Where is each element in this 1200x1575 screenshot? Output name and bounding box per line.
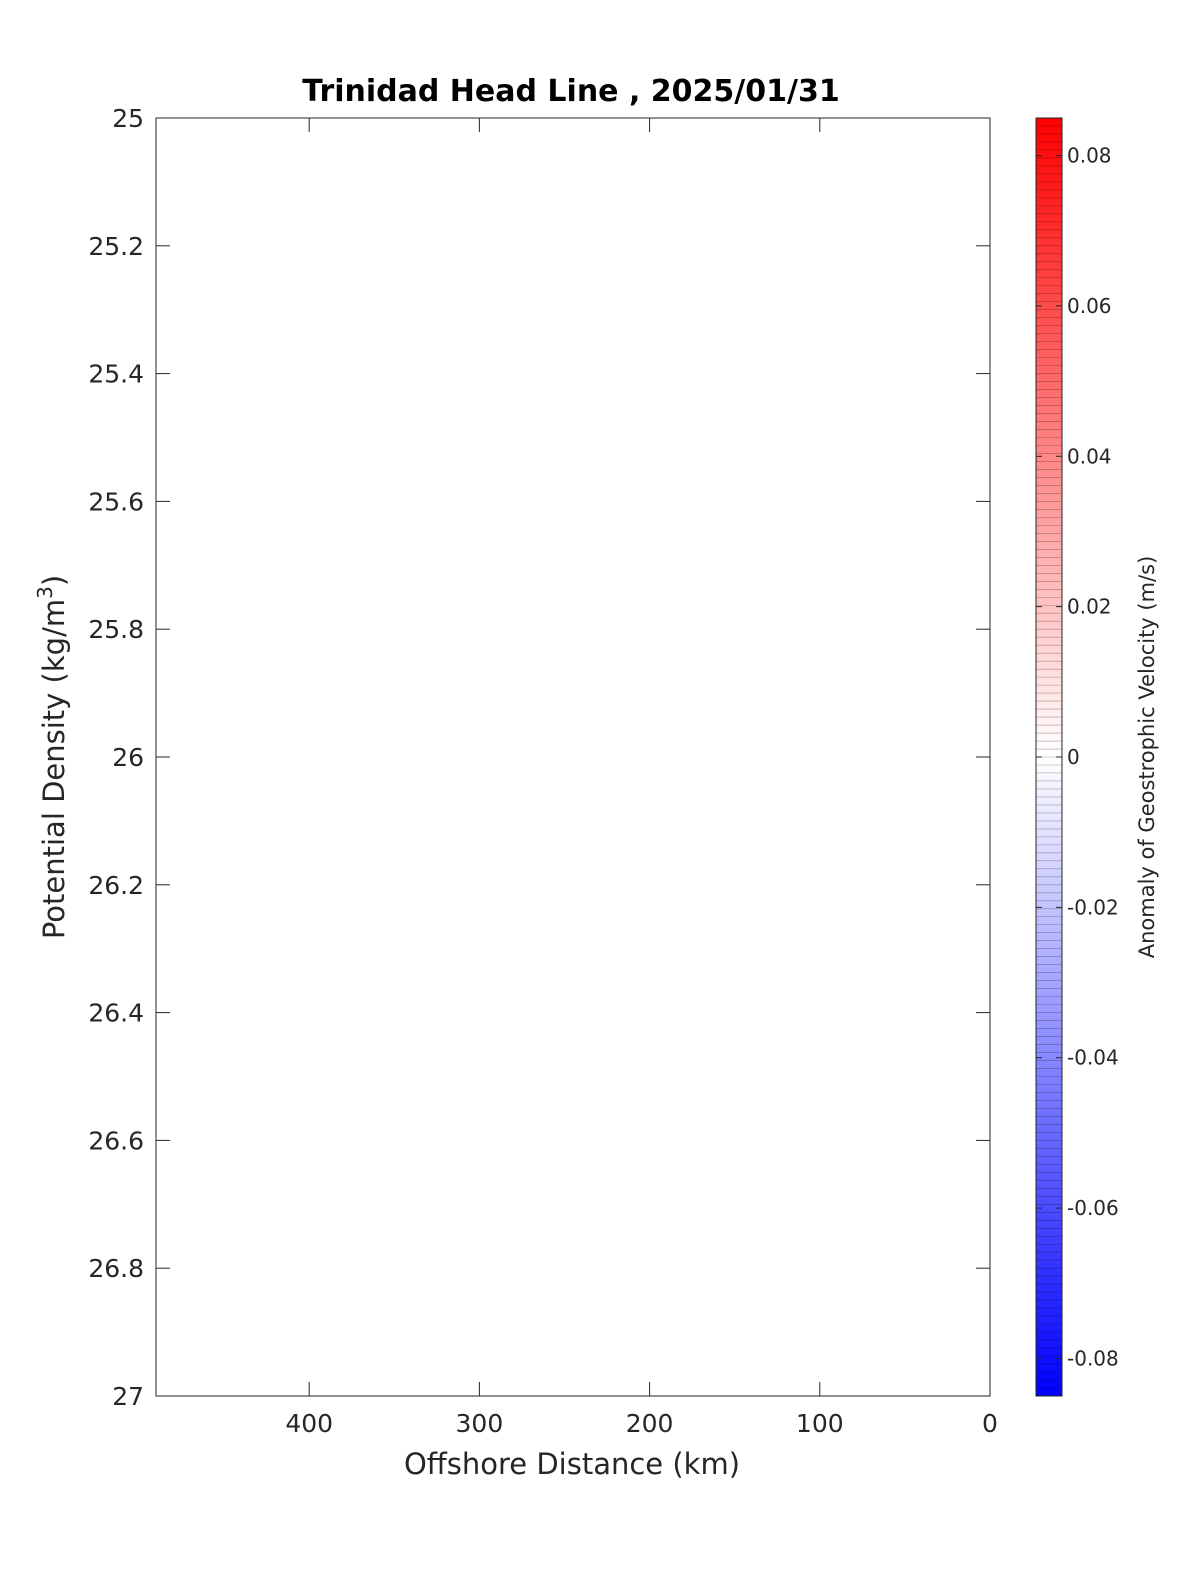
- x-axis-label: Offshore Distance (km): [404, 1447, 740, 1481]
- colorbar-tick-label: -0.02: [1067, 895, 1119, 919]
- colorbar-ticks: 0.08 0.06 0.04 0.02 0 -0.02 -0.04 -0.06 -0.08: [1036, 144, 1119, 1370]
- y-tick-label: 26.6: [88, 1126, 144, 1155]
- colorbar-bands: [1036, 125, 1062, 1389]
- x-axis: 400 300 200 100 0: [285, 118, 998, 1438]
- y-tick-label: 26.4: [88, 999, 144, 1028]
- colorbar-tick-label: 0: [1067, 745, 1080, 769]
- y-tick-label: 27: [112, 1382, 144, 1411]
- y-axis-label-superscript: 3: [33, 586, 57, 599]
- y-tick-label: 26: [112, 743, 144, 772]
- colorbar-label: Anomaly of Geostrophic Velocity (m/s): [1135, 556, 1159, 959]
- colorbar-tick-label: -0.08: [1067, 1346, 1119, 1370]
- y-axis: 25 25.2 25.4 25.6 25.8 26 26.2 26.4 26.6 26.8 27: [88, 104, 990, 1411]
- y-tick-label: 25.6: [88, 487, 144, 516]
- y-tick-label: 25.4: [88, 360, 144, 389]
- y-axis-label: Potential Density (kg/m3): [33, 575, 71, 939]
- x-tick-label: 100: [796, 1409, 844, 1438]
- colorbar-tick-label: -0.04: [1067, 1046, 1119, 1070]
- x-tick-label: 0: [982, 1409, 998, 1438]
- chart-title: Trinidad Head Line , 2025/01/31: [302, 74, 839, 109]
- x-tick-label: 400: [285, 1409, 333, 1438]
- y-tick-label: 25.2: [88, 232, 144, 261]
- colorbar-tick-label: 0.04: [1067, 444, 1112, 468]
- y-axis-label-main: Potential Density (kg/m: [37, 599, 71, 939]
- colorbar-tick-label: 0.08: [1067, 144, 1112, 168]
- plot-area: [155, 117, 991, 1397]
- y-tick-label: 25: [112, 104, 144, 133]
- colorbar-tick-label: 0.06: [1067, 294, 1112, 318]
- x-tick-label: 300: [456, 1409, 504, 1438]
- y-tick-label: 26.8: [88, 1254, 144, 1283]
- x-tick-label: 200: [626, 1409, 674, 1438]
- y-axis-label-close: ): [37, 575, 71, 586]
- y-tick-label: 25.8: [88, 615, 144, 644]
- colorbar-tick-label: 0.02: [1067, 595, 1112, 619]
- y-tick-label: 26.2: [88, 871, 144, 900]
- colorbar-tick-label: -0.06: [1067, 1196, 1119, 1220]
